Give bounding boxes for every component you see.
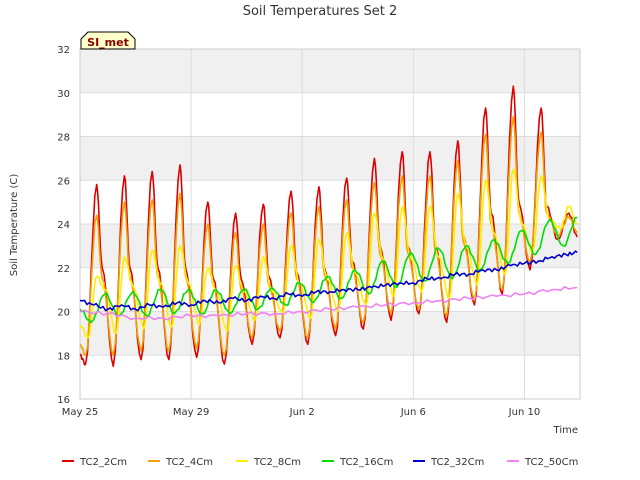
- y-axis-ticks: 16 18 20 22 24 26 28 30 32: [57, 45, 70, 406]
- y-tick-label: 18: [57, 351, 70, 362]
- legend-label: TC2_2Cm: [79, 457, 127, 468]
- grid-lines: [79, 48, 581, 400]
- series-line-tc2-50cm: [79, 285, 578, 321]
- y-tick-label: 16: [57, 395, 70, 406]
- chart-title: Soil Temperatures Set 2: [243, 4, 398, 19]
- y-tick-label: 24: [57, 220, 70, 231]
- badge-tag-shape: [80, 31, 136, 50]
- series-lines: [79, 85, 578, 368]
- y-tick-label: 30: [57, 89, 70, 100]
- x-axis-label: Time: [553, 425, 578, 436]
- y-tick-label: 28: [57, 133, 70, 144]
- y-tick-label: 22: [57, 264, 70, 275]
- legend-label: TC2_50Cm: [524, 457, 578, 468]
- legend: TC2_2Cm TC2_4Cm TC2_8Cm TC2_16Cm TC2_32Cm TC2…: [62, 457, 578, 468]
- series-line-tc2-16cm: [79, 216, 578, 324]
- legend-label: TC2_4Cm: [165, 457, 213, 468]
- site-badge: SI_met: [80, 31, 136, 50]
- plot-band: [80, 311, 580, 356]
- y-axis-label: Soil Temperature (C): [9, 174, 20, 277]
- y-tick-label: 20: [57, 308, 70, 319]
- y-tick-label: 32: [57, 45, 70, 56]
- series-line-tc2-32cm: [79, 250, 578, 312]
- x-tick-label: Jun 6: [400, 407, 426, 418]
- x-axis-ticks: May 25 May 29 Jun 2 Jun 6 Jun 10: [62, 407, 540, 418]
- y-tick-label: 26: [57, 176, 70, 187]
- plot-band: [80, 136, 580, 181]
- x-tick-label: Jun 10: [508, 407, 541, 418]
- legend-label: TC2_8Cm: [253, 457, 301, 468]
- x-tick-label: May 25: [62, 407, 99, 418]
- x-tick-label: Jun 2: [289, 407, 315, 418]
- series-line-tc2-8cm: [79, 168, 578, 339]
- legend-label: TC2_16Cm: [339, 457, 393, 468]
- legend-label: TC2_32Cm: [430, 457, 484, 468]
- badge-label: SI_met: [87, 36, 129, 49]
- x-tick-label: May 29: [173, 407, 210, 418]
- plot-band: [80, 49, 580, 93]
- plot-border: [79, 48, 581, 400]
